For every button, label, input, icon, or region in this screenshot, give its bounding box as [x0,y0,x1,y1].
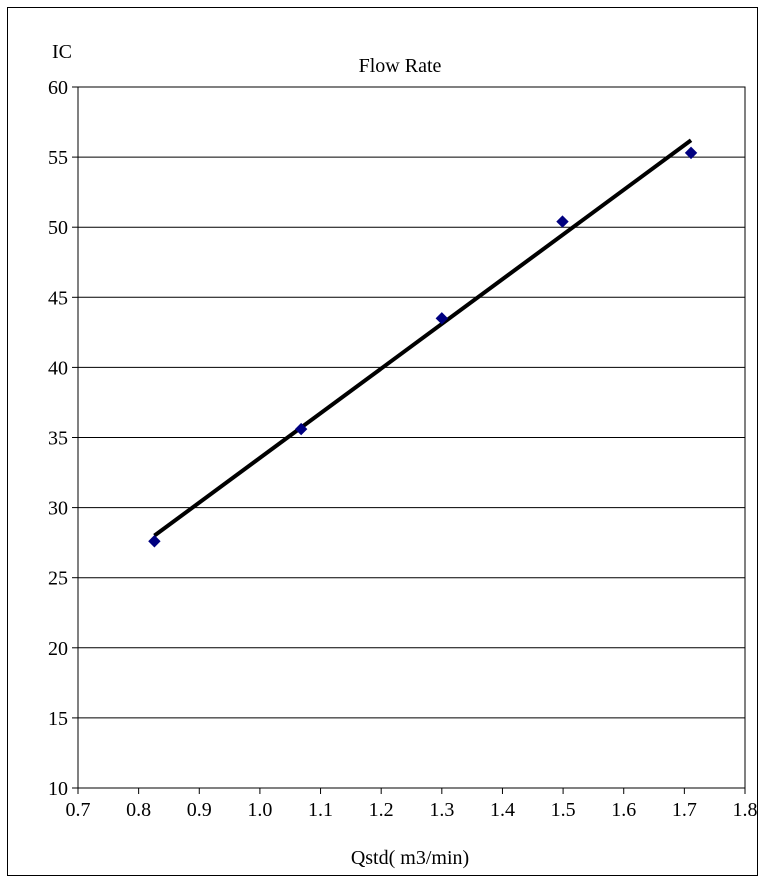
data-point-diamond [556,215,569,228]
data-point-diamond [684,146,698,160]
point-layer [148,146,698,548]
y-tick-label: 55 [48,147,68,169]
y-tick-label: 60 [48,77,68,99]
y-tick-label: 10 [48,778,68,800]
x-tick-label: 0.9 [187,799,212,821]
x-tick-label: 1.2 [369,799,394,821]
chart-title: Flow Rate [359,55,442,77]
x-axis-label: Qstd( m3/min) [351,847,469,869]
axis-layer: 10 15 20 25 30 35 40 45 50 55 60 0.7 0.8 0.9 1.0 1.1 1.2… [48,77,758,821]
x-tick-label: 1.5 [551,799,576,821]
x-tick-label: 1.3 [429,799,454,821]
grid-layer [78,156,745,719]
data-point-diamond [294,422,308,436]
y-tick-label: 35 [48,428,68,450]
trendline [153,138,693,538]
y-tick-label: 30 [48,498,68,520]
x-tick-label: 0.7 [66,799,91,821]
x-tick-label: 1.4 [490,799,515,821]
y-tick-label: 40 [48,357,68,379]
trend-layer [153,138,693,538]
x-tick-label: 1.8 [733,799,758,821]
data-point-diamond [435,312,449,325]
x-tick-label: 0.8 [126,799,151,821]
data-point-diamond [148,535,161,548]
chart-frame [7,7,758,876]
y-tick-label: 25 [48,568,68,590]
y-tick-label: 50 [48,217,68,239]
x-tick-label: 1.0 [247,799,272,821]
y-axis-label: IC [52,41,72,63]
x-tick-label: 1.1 [308,799,333,821]
y-tick-label: 20 [48,638,68,660]
y-tick-label: 45 [48,287,68,309]
x-tick-label: 1.6 [611,799,636,821]
y-tick-label: 15 [48,708,68,730]
x-tick-label: 1.7 [672,799,697,821]
